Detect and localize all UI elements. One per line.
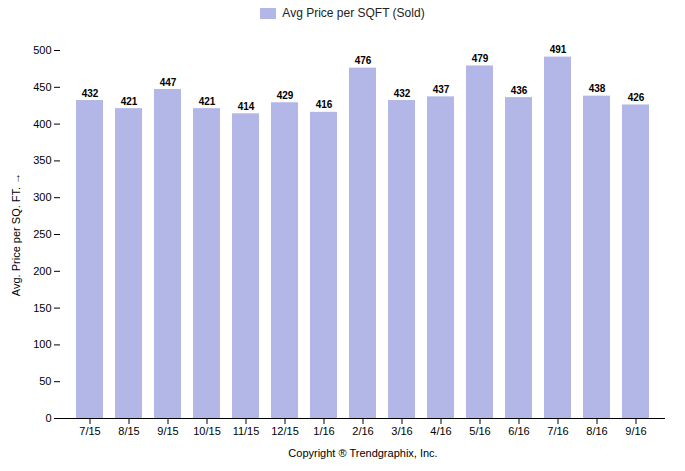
svg-text:9/16: 9/16 (625, 425, 646, 437)
svg-text:421: 421 (121, 96, 138, 107)
svg-text:491: 491 (550, 44, 567, 55)
svg-text:437: 437 (433, 84, 450, 95)
svg-text:50: 50 (39, 375, 51, 387)
svg-text:414: 414 (238, 101, 255, 112)
svg-text:8/15: 8/15 (118, 425, 139, 437)
svg-text:250: 250 (33, 228, 51, 240)
svg-text:Copyright ® Trendgraphix, Inc.: Copyright ® Trendgraphix, Inc. (288, 447, 437, 459)
svg-text:1/16: 1/16 (313, 425, 334, 437)
svg-text:5/16: 5/16 (469, 425, 490, 437)
svg-text:9/15: 9/15 (157, 425, 178, 437)
svg-text:7/16: 7/16 (547, 425, 568, 437)
svg-text:429: 429 (277, 90, 294, 101)
svg-text:476: 476 (355, 55, 372, 66)
svg-text:Avg. Price per SQ. FT. →: Avg. Price per SQ. FT. → (10, 173, 22, 296)
svg-text:12/15: 12/15 (271, 425, 299, 437)
svg-text:421: 421 (199, 96, 216, 107)
svg-text:100: 100 (33, 338, 51, 350)
svg-text:426: 426 (628, 92, 645, 103)
svg-text:432: 432 (82, 88, 99, 99)
svg-text:3/16: 3/16 (391, 425, 412, 437)
html-text:Avg Price per SQFT (Sold): Avg Price per SQFT (Sold) (282, 6, 425, 20)
svg-text:0: 0 (45, 412, 51, 424)
svg-text:6/16: 6/16 (508, 425, 529, 437)
svg-text:4/16: 4/16 (430, 425, 451, 437)
svg-text:447: 447 (160, 77, 177, 88)
svg-text:438: 438 (589, 83, 606, 94)
svg-text:2/16: 2/16 (352, 425, 373, 437)
svg-text:500: 500 (33, 44, 51, 56)
svg-text:416: 416 (316, 99, 333, 110)
svg-text:7/15: 7/15 (79, 425, 100, 437)
svg-text:200: 200 (33, 265, 51, 277)
svg-text:10/15: 10/15 (193, 425, 221, 437)
svg-text:300: 300 (33, 191, 51, 203)
svg-text:400: 400 (33, 118, 51, 130)
svg-text:11/15: 11/15 (233, 425, 260, 437)
svg-text:450: 450 (33, 81, 51, 93)
svg-text:350: 350 (33, 154, 51, 166)
svg-text:150: 150 (33, 302, 51, 314)
svg-text:479: 479 (472, 53, 489, 64)
svg-text:8/16: 8/16 (586, 425, 607, 437)
svg-text:432: 432 (394, 88, 411, 99)
svg-text:436: 436 (511, 85, 528, 96)
